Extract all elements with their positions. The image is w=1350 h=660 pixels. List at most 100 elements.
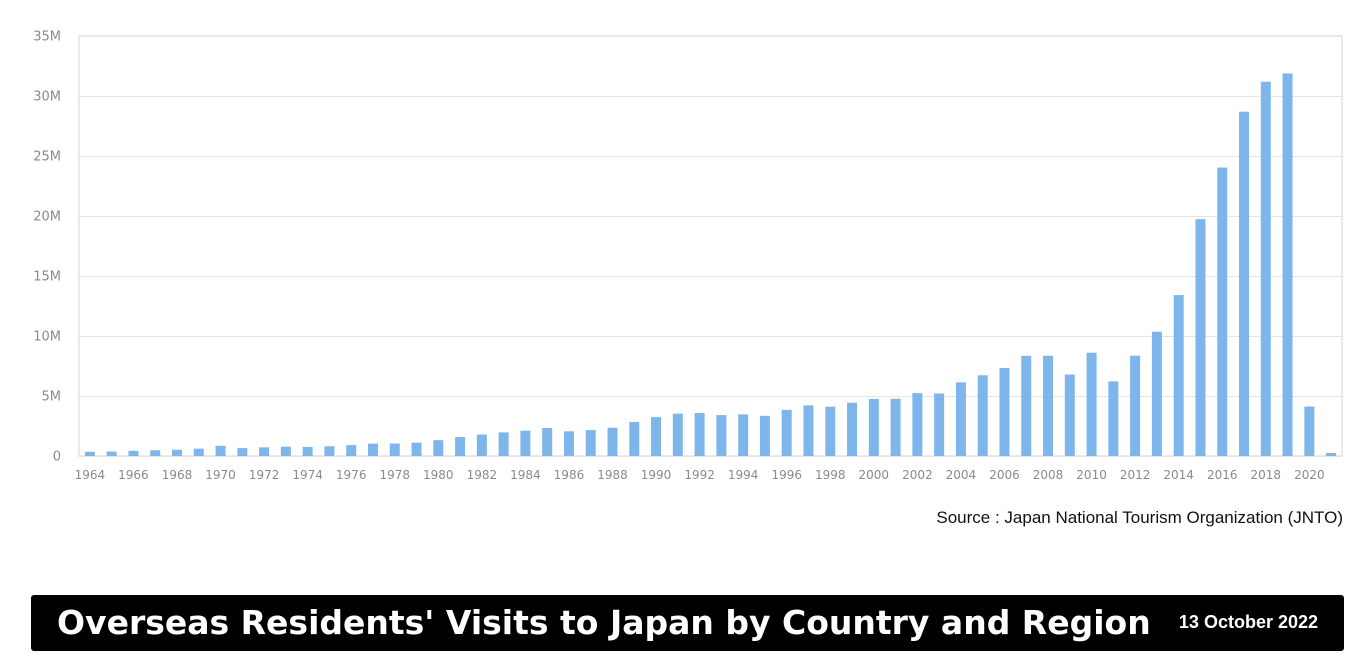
y-tick-label: 10M — [33, 330, 61, 345]
bar-2008 — [1043, 355, 1054, 456]
x-tick-label: 1986 — [554, 468, 585, 482]
x-tick-label: 1966 — [118, 468, 149, 482]
x-tick-label: 1990 — [641, 468, 672, 482]
y-tick-label: 30M — [33, 90, 61, 105]
y-tick-label: 15M — [33, 270, 61, 285]
y-tick-label: 0 — [53, 450, 61, 465]
x-tick-label: 1982 — [467, 468, 498, 482]
bar-2010 — [1086, 352, 1097, 456]
title-banner: Overseas Residents' Visits to Japan by C… — [31, 595, 1344, 651]
x-tick-label: 1978 — [379, 468, 410, 482]
x-tick-label: 1998 — [815, 468, 846, 482]
x-tick-label: 2004 — [946, 468, 977, 482]
x-tick-label: 1976 — [336, 468, 367, 482]
bar-1967 — [150, 450, 161, 456]
bar-1971 — [237, 448, 248, 456]
bar-2014 — [1173, 295, 1184, 456]
bar-1964 — [84, 451, 95, 456]
bar-1980 — [433, 440, 444, 456]
bar-2004 — [955, 382, 966, 456]
bar-1999 — [847, 402, 858, 456]
bar-1995 — [759, 415, 770, 456]
bar-1987 — [585, 430, 596, 456]
bar-1993 — [716, 415, 727, 456]
x-tick-label: 1992 — [684, 468, 715, 482]
x-tick-label: 1980 — [423, 468, 454, 482]
x-tick-label: 2006 — [989, 468, 1020, 482]
bar-1996 — [781, 409, 792, 456]
bar-1988 — [607, 427, 618, 456]
bar-1969 — [193, 448, 204, 456]
x-tick-label: 1988 — [597, 468, 628, 482]
bar-2000 — [868, 398, 879, 456]
bar-2001 — [890, 398, 901, 456]
x-tick-label: 1964 — [75, 468, 106, 482]
bar-1970 — [215, 445, 226, 456]
bar-1994 — [738, 414, 749, 456]
bar-1974 — [302, 446, 313, 456]
bar-1997 — [803, 405, 814, 456]
bar-2011 — [1108, 381, 1119, 456]
axis-layer: 0 5M 10M 15M 20M 25M 30M 35M 1964 1966 1968 1970 197… — [33, 30, 1324, 483]
x-tick-label: 2016 — [1207, 468, 1238, 482]
bar-2003 — [934, 393, 945, 456]
bar-layer — [84, 73, 1337, 456]
bar-2005 — [977, 375, 988, 456]
bar-2020 — [1304, 406, 1315, 456]
bar-1986 — [563, 431, 574, 456]
bar-1968 — [171, 449, 182, 456]
bar-2016 — [1217, 167, 1228, 456]
bar-1990 — [651, 417, 662, 456]
banner-date: 13 October 2022 — [1178, 612, 1318, 632]
x-tick-label: 2020 — [1294, 468, 1325, 482]
bar-2013 — [1151, 331, 1162, 456]
x-tick-label: 2012 — [1120, 468, 1151, 482]
x-tick-label: 1968 — [162, 468, 193, 482]
bar-2006 — [999, 368, 1010, 456]
bar-1977 — [367, 443, 378, 456]
bar-2018 — [1260, 81, 1271, 456]
y-tick-label: 35M — [33, 30, 61, 45]
x-tick-label: 1970 — [205, 468, 236, 482]
bar-1975 — [324, 446, 335, 456]
source-note: Source : Japan National Tourism Organiza… — [936, 508, 1343, 527]
bar-1965 — [106, 451, 117, 456]
x-tick-label: 2010 — [1076, 468, 1107, 482]
bar-1992 — [694, 413, 705, 456]
bar-1973 — [280, 446, 291, 456]
bar-1989 — [629, 421, 640, 456]
chart-area: 0 5M 10M 15M 20M 25M 30M 35M 1964 1966 1968 1970 197… — [33, 30, 1343, 483]
bar-2012 — [1130, 355, 1141, 456]
bar-1966 — [128, 450, 139, 456]
x-tick-label: 2008 — [1033, 468, 1064, 482]
bar-1979 — [411, 442, 422, 456]
bar-1981 — [455, 437, 466, 456]
bar-1983 — [498, 432, 509, 456]
bar-1976 — [346, 445, 357, 456]
bar-2002 — [912, 393, 923, 456]
x-tick-label: 2002 — [902, 468, 933, 482]
bar-2019 — [1282, 73, 1293, 456]
bar-1982 — [476, 434, 487, 456]
x-tick-label: 1996 — [771, 468, 802, 482]
bar-2017 — [1239, 111, 1250, 456]
banner-title: Overseas Residents' Visits to Japan by C… — [57, 603, 1151, 642]
bar-1985 — [542, 428, 553, 456]
bar-2009 — [1064, 374, 1075, 456]
y-tick-label: 5M — [42, 390, 62, 405]
bar-2021 — [1326, 453, 1337, 456]
bar-2007 — [1021, 355, 1032, 456]
bar-1972 — [259, 447, 270, 456]
x-tick-label: 1984 — [510, 468, 541, 482]
y-tick-label: 20M — [33, 210, 61, 225]
y-tick-label: 25M — [33, 150, 61, 165]
x-tick-label: 1972 — [249, 468, 280, 482]
x-tick-label: 1974 — [292, 468, 323, 482]
bar-1978 — [389, 443, 400, 456]
bar-chart: 0 5M 10M 15M 20M 25M 30M 35M 1964 1966 1968 1970 197… — [33, 30, 1343, 483]
bar-2015 — [1195, 219, 1206, 456]
bar-1984 — [520, 430, 531, 456]
x-tick-label: 2018 — [1251, 468, 1282, 482]
x-tick-label: 2000 — [859, 468, 890, 482]
x-tick-label: 2014 — [1163, 468, 1194, 482]
